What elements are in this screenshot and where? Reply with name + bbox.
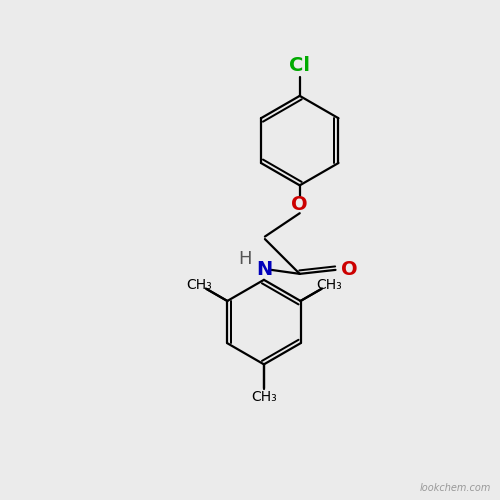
Text: H: H [238,250,252,268]
Text: N: N [256,260,272,280]
Text: CH₃: CH₃ [186,278,212,291]
Text: CH₃: CH₃ [316,278,342,291]
Text: O: O [292,195,308,214]
Text: O: O [342,260,358,280]
Text: CH₃: CH₃ [251,390,277,404]
Text: lookchem.com: lookchem.com [420,482,491,492]
Text: Cl: Cl [289,56,310,75]
